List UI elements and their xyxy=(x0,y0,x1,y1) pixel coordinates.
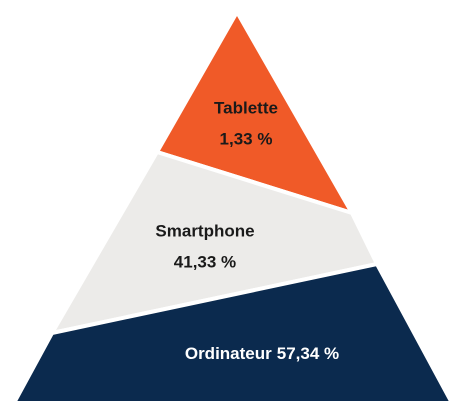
segment-label: Tablette xyxy=(214,98,278,117)
segment-label: Smartphone xyxy=(155,221,254,240)
segment-value: 41,33 % xyxy=(174,252,236,271)
segment-value: 57,34 % xyxy=(277,344,339,363)
segment-value: 1,33 % xyxy=(220,129,273,148)
pyramid-segment xyxy=(11,261,452,403)
segment-label-group: Ordinateur 57,34 % xyxy=(185,344,339,363)
segment-label: Ordinateur xyxy=(185,344,272,363)
